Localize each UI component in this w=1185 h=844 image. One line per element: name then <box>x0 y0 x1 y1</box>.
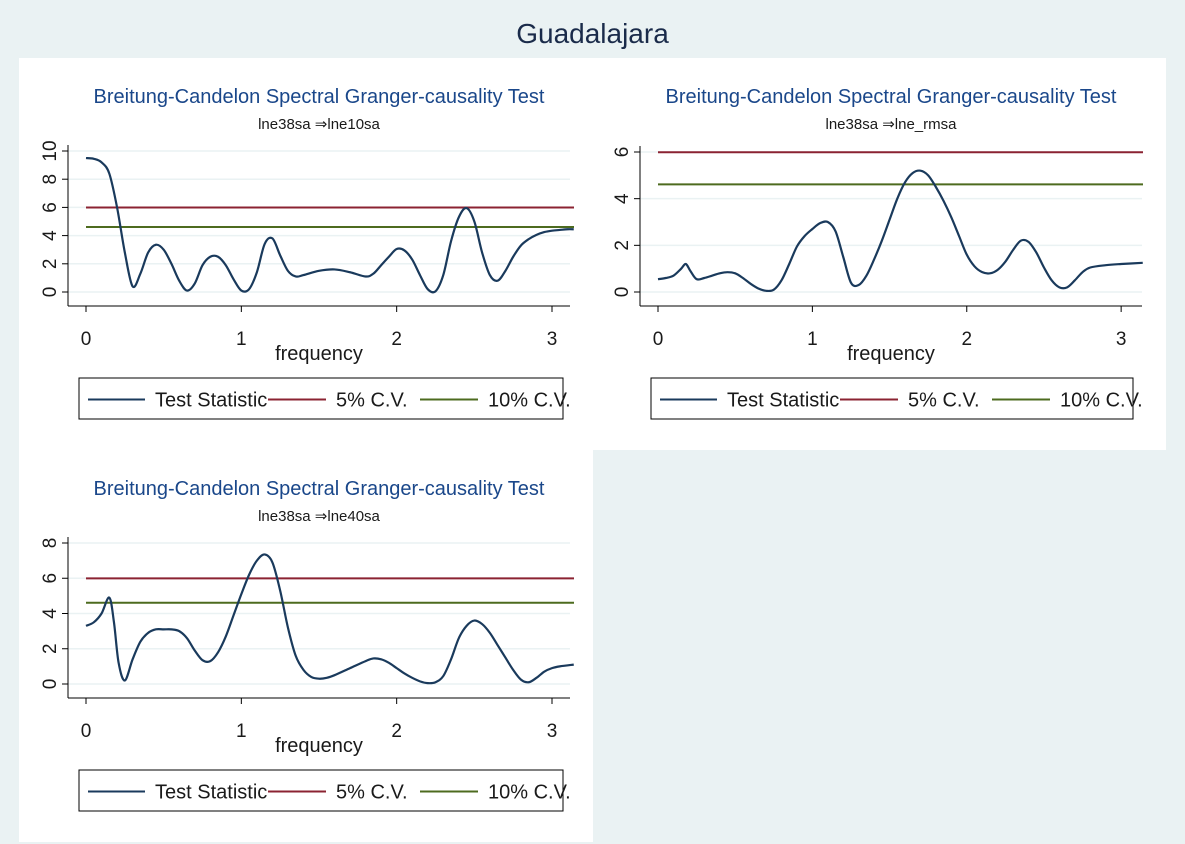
legend-label-cv10: 10% C.V. <box>488 782 571 804</box>
chart-subtitle: lne38sa ⇒lne_rmsa <box>826 116 958 133</box>
y-tick-label: 4 <box>40 230 61 241</box>
y-tick-label: 10 <box>40 140 61 161</box>
x-tick-label: 3 <box>547 329 558 350</box>
chart-subtitle: lne38sa ⇒lne10sa <box>258 116 380 133</box>
chart-title: Breitung-Candelon Spectral Granger-causa… <box>94 478 545 500</box>
y-tick-label: 8 <box>40 174 61 185</box>
x-tick-label: 2 <box>391 721 402 742</box>
x-tick-label: 3 <box>1116 329 1127 350</box>
y-tick-label: 6 <box>612 147 633 158</box>
y-tick-label: 4 <box>40 608 61 619</box>
chart-subtitle: lne38sa ⇒lne40sa <box>258 508 380 525</box>
chart-panel-2: Breitung-Candelon Spectral Granger-causa… <box>593 58 1166 450</box>
y-tick-label: 0 <box>40 287 61 298</box>
legend-label-cv5: 5% C.V. <box>336 390 408 412</box>
x-tick-label: 1 <box>236 329 247 350</box>
chart-panel-3: Breitung-Candelon Spectral Granger-causa… <box>19 450 593 842</box>
y-tick-label: 6 <box>40 573 61 584</box>
figure-title: Guadalajara <box>516 18 669 49</box>
legend-label-cv10: 10% C.V. <box>1060 390 1143 412</box>
test-statistic-line <box>657 169 1143 293</box>
chart-1: Breitung-Candelon Spectral Granger-causa… <box>40 86 574 420</box>
chart-title: Breitung-Candelon Spectral Granger-causa… <box>94 86 545 108</box>
chart-3: Breitung-Candelon Spectral Granger-causa… <box>40 478 574 812</box>
x-tick-label: 0 <box>81 329 92 350</box>
y-tick-label: 2 <box>612 240 633 251</box>
x-axis-label: frequency <box>847 343 935 365</box>
x-axis-label: frequency <box>275 343 363 365</box>
legend-label-test-statistic: Test Statistic <box>155 782 267 804</box>
x-tick-label: 0 <box>653 329 664 350</box>
y-tick-label: 4 <box>612 193 633 204</box>
y-tick-label: 0 <box>612 287 633 298</box>
y-tick-label: 8 <box>40 538 61 549</box>
chart-2: Breitung-Candelon Spectral Granger-causa… <box>612 86 1143 420</box>
legend-label-test-statistic: Test Statistic <box>155 390 267 412</box>
y-tick-label: 2 <box>40 643 61 654</box>
x-tick-label: 1 <box>236 721 247 742</box>
chart-panel-1: Breitung-Candelon Spectral Granger-causa… <box>19 58 593 450</box>
x-axis-label: frequency <box>275 735 363 757</box>
x-tick-label: 0 <box>81 721 92 742</box>
legend-label-cv5: 5% C.V. <box>336 782 408 804</box>
legend-label-test-statistic: Test Statistic <box>727 390 839 412</box>
x-tick-label: 2 <box>961 329 972 350</box>
legend-label-cv10: 10% C.V. <box>488 390 571 412</box>
x-tick-label: 1 <box>807 329 818 350</box>
y-tick-label: 6 <box>40 202 61 213</box>
test-statistic-line <box>85 553 574 685</box>
y-tick-label: 0 <box>40 679 61 690</box>
x-tick-label: 2 <box>391 329 402 350</box>
x-tick-label: 3 <box>547 721 558 742</box>
chart-title: Breitung-Candelon Spectral Granger-causa… <box>666 86 1117 108</box>
test-statistic-line <box>85 156 574 294</box>
y-tick-label: 2 <box>40 259 61 270</box>
legend-label-cv5: 5% C.V. <box>908 390 980 412</box>
